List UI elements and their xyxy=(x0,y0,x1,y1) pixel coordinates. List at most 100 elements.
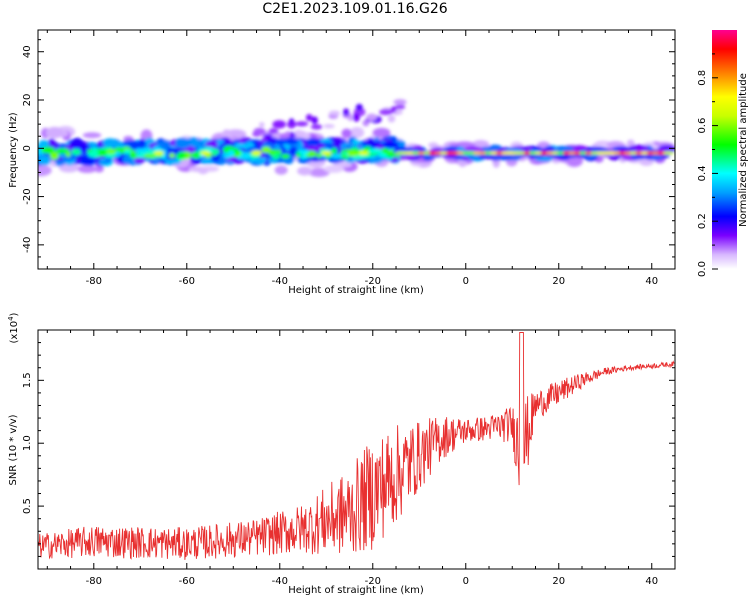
heatmap-core-cell xyxy=(87,150,102,158)
heatmap-band-cell xyxy=(505,147,523,153)
heatmap-scatter-cell xyxy=(352,112,360,122)
heatmap-peak-cell xyxy=(200,150,211,156)
heatmap-core-cell xyxy=(227,150,235,158)
heatmap-scatter-cell xyxy=(253,127,266,136)
heatmap-band-cell xyxy=(456,146,465,152)
heatmap-band-cell xyxy=(478,154,494,160)
x-tick-label: -60 xyxy=(179,276,195,287)
heatmap-band-cell xyxy=(38,139,50,149)
snr-series-line xyxy=(38,332,675,560)
snr-panel: -80 -60 -40 -20 0 20 40 0.5 1.0 1.5 Height of str… xyxy=(7,312,676,596)
heatmap-band-cell xyxy=(289,146,298,156)
heatmap-band-cell xyxy=(232,143,248,149)
heatmap-x-axis-label: Height of straight line (km) xyxy=(288,285,424,296)
heatmap-band-cell xyxy=(102,138,118,148)
heatmap-scatter-cell xyxy=(328,110,341,116)
heatmap-halo-cell xyxy=(58,163,79,173)
colorbar-tick-label: 0.6 xyxy=(697,118,708,134)
heatmap-halo-cell xyxy=(349,127,365,139)
heatmap-scatter-cell xyxy=(272,120,287,129)
heatmap-band-cell xyxy=(62,154,78,160)
x-tick-label: 0 xyxy=(463,576,469,587)
colorbar-label: Normalized spectral amplitude xyxy=(738,73,749,227)
heatmap-halo-cell xyxy=(45,126,64,139)
heatmap-core-cell xyxy=(386,152,398,158)
heatmap-halo-cell xyxy=(94,165,104,173)
heatmap-scatter-cell xyxy=(343,108,350,116)
snr-scale-exponent: 4 xyxy=(7,316,15,321)
heatmap-band-cell xyxy=(608,154,621,161)
heatmap-core-cell xyxy=(280,153,290,159)
colorbar-tick-label: 0.0 xyxy=(697,261,708,277)
heatmap-band-cell xyxy=(38,155,51,166)
x-tick-label: -80 xyxy=(86,576,102,587)
heatmap-core-cell xyxy=(177,151,187,159)
x-tick-label: 20 xyxy=(552,576,565,587)
heatmap-scatter-cell xyxy=(259,122,265,128)
heatmap-band-cell xyxy=(128,142,146,151)
heatmap-scatter-cell xyxy=(395,109,403,115)
y-tick-label: 20 xyxy=(22,94,33,107)
heatmap-scatter-cell xyxy=(311,116,318,125)
heatmap-core-cell xyxy=(330,147,338,154)
heatmap-band-cell xyxy=(297,156,312,164)
heatmap-halo-cell xyxy=(323,165,344,173)
heatmap-band-cell xyxy=(79,154,96,166)
heatmap-core-cell xyxy=(240,152,252,160)
heatmap-core-cell xyxy=(261,146,271,153)
heatmap-band-cell xyxy=(331,138,344,148)
heatmap-scatter-cell xyxy=(387,114,396,123)
heatmap-scatter-cell xyxy=(294,129,304,137)
heatmap-core-cell xyxy=(662,151,675,155)
heatmap-core-cell xyxy=(330,153,343,159)
heatmap-halo-cell xyxy=(472,140,490,149)
heatmap-scatter-cell xyxy=(278,133,289,140)
heatmap-scatter-cell xyxy=(366,113,378,121)
heatmap-band-cell xyxy=(70,137,84,150)
heatmap-peak-cell xyxy=(153,150,164,156)
heatmap-peak-cell xyxy=(358,150,369,156)
heatmap-panel: -80 -60 -40 -20 0 20 40 -40 -20 0 20 40 Height of s… xyxy=(8,29,676,296)
heatmap-core-cell xyxy=(368,148,383,154)
heatmap-halo-cell xyxy=(38,164,52,177)
x-tick-label: 40 xyxy=(645,276,658,287)
heatmap-band-cell xyxy=(307,138,314,146)
heatmap-core-cell xyxy=(71,148,82,156)
heatmap-core-cell xyxy=(129,152,138,159)
heatmap-core-cell xyxy=(143,153,157,159)
heatmap-scatter-cell xyxy=(306,114,313,122)
heatmap-core-cell xyxy=(106,149,117,155)
figure-title: C2E1.2023.109.01.16.G26 xyxy=(262,1,448,17)
heatmap-band-cell xyxy=(352,138,360,146)
snr-y-axis-label: SNR (10 * v/v) xyxy=(8,414,19,485)
heatmap-scatter-cell xyxy=(310,124,323,130)
heatmap-halo-cell xyxy=(77,165,97,173)
heatmap-halo-cell xyxy=(82,132,102,139)
colorbar-tick-label: 0.2 xyxy=(697,213,708,229)
heatmap-core-cell xyxy=(56,149,63,154)
snr-scale-prefix: (x10 xyxy=(9,321,20,344)
heatmap-halo-cell xyxy=(198,167,209,175)
heatmap-core-cell xyxy=(298,149,310,155)
heatmap-frame xyxy=(37,29,676,270)
y-tick-label: 1.5 xyxy=(22,372,33,388)
snr-scale-suffix: ) xyxy=(9,312,20,316)
y-tick-label: -40 xyxy=(22,237,33,253)
heatmap-core-cell xyxy=(272,153,280,160)
y-tick-label: 1.0 xyxy=(22,435,33,451)
y-tick-label: -20 xyxy=(22,188,33,204)
heatmap-core-cell xyxy=(347,151,359,157)
heatmap-scatter-cell xyxy=(268,129,279,134)
heatmap-ticks: -80 -60 -40 -20 0 20 40 -40 -20 0 20 40 xyxy=(22,30,676,287)
heatmap-marks xyxy=(38,99,675,177)
heatmap-core-cell xyxy=(169,153,175,158)
x-tick-label: -40 xyxy=(272,576,288,587)
heatmap-halo-cell xyxy=(341,128,352,139)
heatmap-core-cell xyxy=(381,147,390,154)
colorbar-gradient xyxy=(712,30,737,269)
heatmap-band-cell xyxy=(174,137,191,149)
heatmap-core-cell xyxy=(211,148,220,155)
x-tick-label: -60 xyxy=(179,576,195,587)
snr-ticks: -80 -60 -40 -20 0 20 40 0.5 1.0 1.5 xyxy=(22,330,676,587)
